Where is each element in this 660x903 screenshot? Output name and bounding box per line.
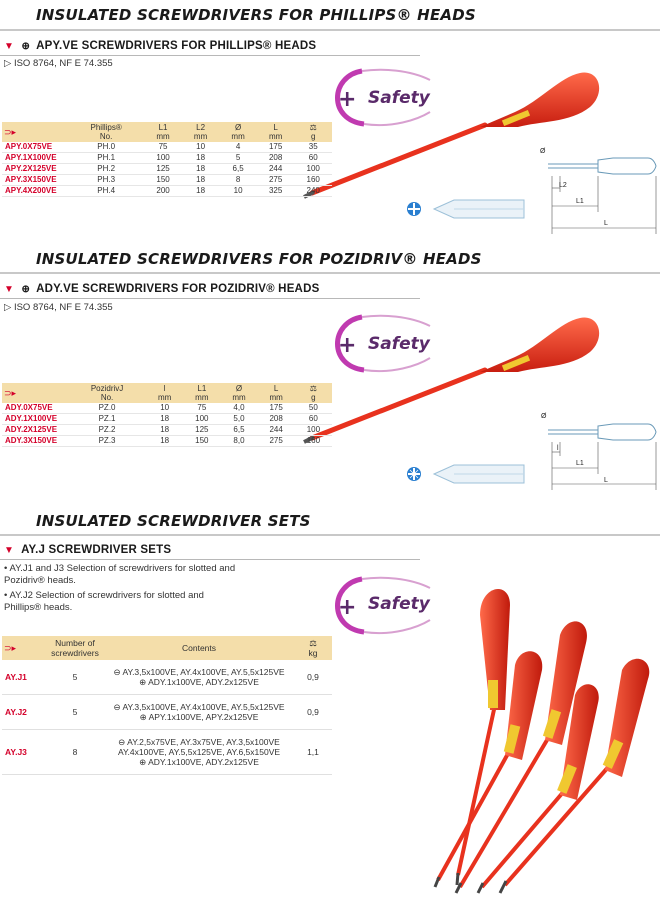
- phillips-diagram-diameter: Ø: [540, 148, 546, 155]
- table-row: AY.J3 8 ⊖ AY.2,5x75VE, AY.3x75VE, AY.3,5…: [2, 729, 332, 775]
- table-row: AY.J2 5 ⊖ AY.3,5x100VE, AY.4x100VE, AY.5…: [2, 694, 332, 730]
- pozidriv-subtitle: ▼ ⊕ ADY.VE SCREWDRIVERS FOR POZIDRIV® HE…: [4, 283, 319, 295]
- weight-scale-icon: ⚖: [309, 638, 317, 648]
- safety-swoosh-icon: +: [335, 576, 431, 635]
- screwdriver-set-image: [433, 588, 650, 894]
- table-row: APY.2X125VE PH.2 125 18 6,5 244 100: [2, 164, 332, 175]
- ref-icon: ⊃▸: [4, 643, 17, 653]
- table-row: APY.0X75VE PH.0 75 10 4 175 35: [2, 142, 332, 153]
- red-triangle-icon: ▼: [4, 545, 15, 556]
- weight-scale-icon: ⚖: [309, 123, 317, 132]
- safety-swoosh-icon: +: [335, 68, 431, 127]
- pozidriv-diagram-length: L: [604, 477, 608, 484]
- pozidriv-subtitle-text: ADY.VE SCREWDRIVERS FOR POZIDRIV® HEADS: [36, 283, 320, 295]
- pozidriv-banner-rule: [0, 272, 660, 274]
- phillips-subtitle-text: APY.VE SCREWDRIVERS FOR PHILLIPS® HEADS: [36, 40, 317, 52]
- ref-icon: ⊃▸: [4, 126, 17, 137]
- pozidriv-screwdriver-image: [303, 317, 600, 444]
- sets-subtitle-text: AY.J SCREWDRIVER SETS: [21, 544, 172, 556]
- ref-icon: ⊃▸: [4, 387, 17, 398]
- table-row: ADY.2X125VE PZ.2 18 125 6,5 244 100: [2, 425, 332, 436]
- phillips-banner-rule: [0, 29, 660, 31]
- red-triangle-icon: ▼: [4, 41, 15, 52]
- pozidriv-subtitle-rule: [0, 298, 420, 299]
- phillips-diagram-l1: L1: [576, 198, 584, 205]
- sets-bullet-2: • AY.J2 Selection of screwdrivers for sl…: [4, 590, 204, 613]
- phillips-diagram-l: L: [604, 220, 608, 227]
- pozidriv-diagram-l: l: [557, 445, 559, 452]
- weight-scale-icon: ⚖: [309, 384, 317, 393]
- phillips-cross-icon: ⊕: [21, 41, 31, 52]
- pozidriv-dimension-diagram: [548, 423, 657, 490]
- phillips-dimension-diagram: [548, 157, 657, 234]
- sets-banner: INSULATED SCREWDRIVER SETS: [36, 512, 311, 530]
- table-row: ADY.0X75VE PZ.0 10 75 4,0 175 50: [2, 403, 332, 414]
- sets-subtitle-rule: [0, 559, 420, 560]
- pozidriv-cross-icon: ⊕: [21, 284, 31, 295]
- svg-text:+: +: [338, 333, 356, 358]
- svg-text:+: +: [338, 595, 356, 620]
- sets-bullet-1: • AY.J1 and J3 Selection of screwdrivers…: [4, 563, 236, 586]
- phillips-screwdriver-image: [303, 72, 600, 199]
- sets-banner-rule: [0, 534, 660, 536]
- pozidriv-diagram-diameter: Ø: [541, 413, 547, 420]
- phillips-safety-label: Safety: [368, 88, 430, 108]
- table-row: APY.3X150VE PH.3 150 18 8 275 160: [2, 175, 332, 186]
- table-row: APY.4X200VE PH.4 200 18 10 325 240: [2, 186, 332, 197]
- pozidriv-safety-label: Safety: [368, 334, 430, 354]
- pozidriv-banner: INSULATED SCREWDRIVERS FOR POZIDRIV® HEA…: [36, 250, 482, 268]
- pozidriv-standard: ▷ ISO 8764, NF E 74.355: [4, 302, 113, 313]
- table-row: ADY.3X150VE PZ.3 18 150 8,0 275 160: [2, 436, 332, 447]
- sets-table: ⊃▸ Number of screwdrivers Contents ⚖ kg A…: [2, 636, 332, 775]
- phillips-standard: ▷ ISO 8764, NF E 74.355: [4, 58, 113, 69]
- phillips-subtitle-rule: [0, 55, 420, 56]
- phillips-subtitle: ▼ ⊕ APY.VE SCREWDRIVERS FOR PHILLIPS® HE…: [4, 40, 316, 52]
- table-row: AY.J1 5 ⊖ AY.3,5x100VE, AY.4x100VE, AY.5…: [2, 660, 332, 695]
- table-row: APY.1X100VE PH.1 100 18 5 208 60: [2, 153, 332, 164]
- phillips-banner: INSULATED SCREWDRIVERS FOR PHILLIPS® HEA…: [36, 6, 476, 24]
- pozidriv-tip-illustration: [407, 464, 525, 484]
- sets-safety-label: Safety: [368, 594, 430, 614]
- phillips-diagram-l2: L2: [559, 182, 567, 189]
- red-triangle-icon: ▼: [4, 284, 15, 295]
- table-row: ADY.1X100VE PZ.1 18 100 5,0 208 60: [2, 414, 332, 425]
- svg-text:+: +: [338, 87, 356, 112]
- safety-swoosh-icon: +: [335, 314, 431, 373]
- phillips-tip-illustration: [407, 199, 525, 219]
- pozidriv-diagram-l1: L1: [576, 460, 584, 467]
- sets-subtitle: ▼ AY.J SCREWDRIVER SETS: [4, 544, 171, 556]
